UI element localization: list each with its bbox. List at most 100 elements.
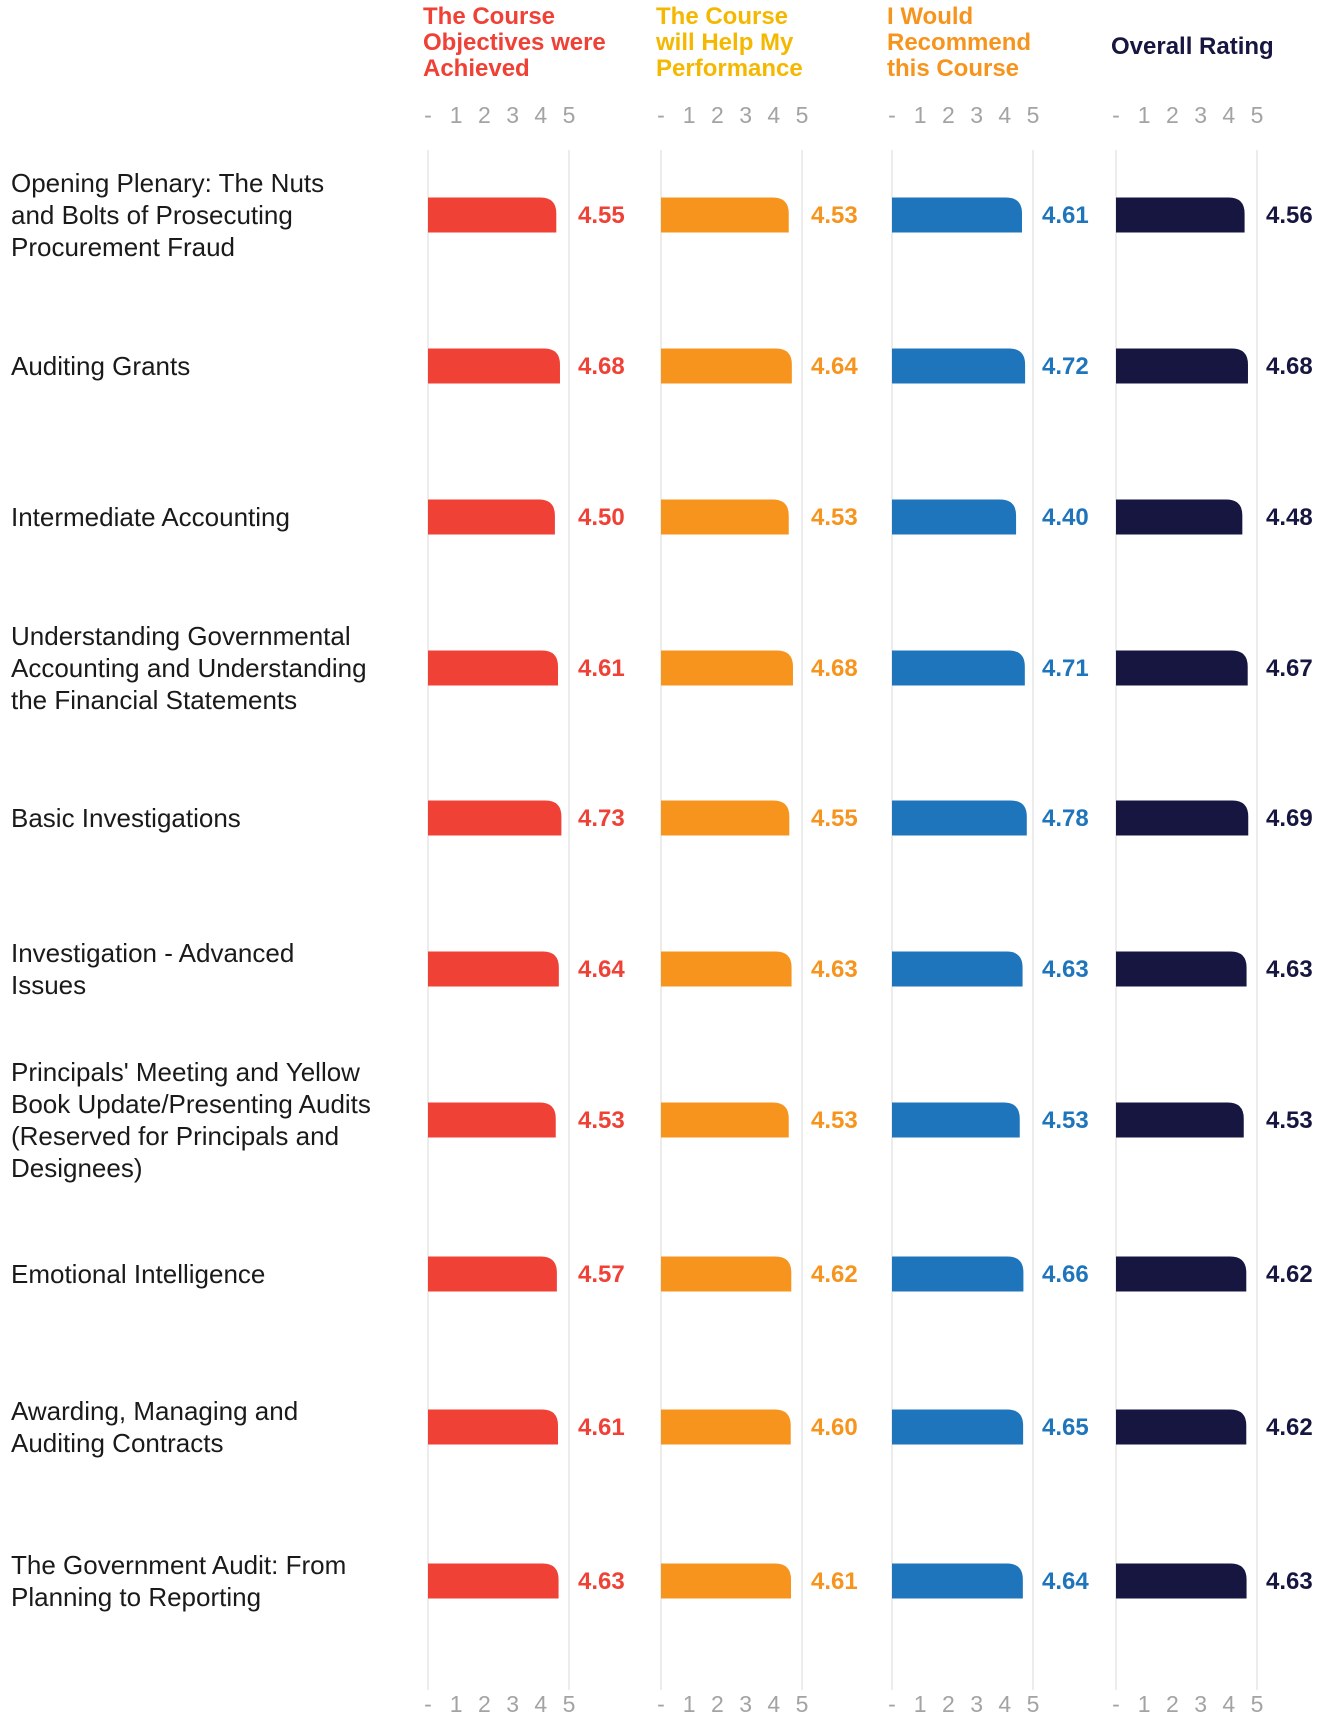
x-tick-label: 5 bbox=[796, 102, 809, 128]
x-tick-label: - bbox=[1112, 1691, 1120, 1714]
bar bbox=[661, 348, 792, 384]
bar bbox=[892, 800, 1027, 836]
bar bbox=[892, 1102, 1020, 1138]
series-header: The Course will Help My Performance bbox=[656, 4, 803, 82]
x-tick-label: - bbox=[657, 102, 665, 128]
data-label: 4.68 bbox=[1266, 353, 1313, 380]
data-label: 4.48 bbox=[1266, 504, 1313, 531]
x-tick-label: 1 bbox=[1138, 102, 1151, 128]
x-tick-label: 3 bbox=[970, 1691, 983, 1714]
bar bbox=[661, 951, 792, 987]
category-label-line: Principals' Meeting and Yellow bbox=[11, 1057, 360, 1087]
category-label: Auditing Grants bbox=[11, 350, 401, 382]
bar bbox=[661, 1409, 791, 1445]
data-label: 4.65 bbox=[1042, 1414, 1089, 1441]
x-tick-label: 2 bbox=[942, 1691, 955, 1714]
category-label-line: Designees) bbox=[11, 1153, 143, 1183]
category-label-line: the Financial Statements bbox=[11, 685, 298, 715]
data-label: 4.53 bbox=[811, 1107, 858, 1134]
x-tick-label: - bbox=[424, 102, 432, 128]
category-label: Understanding Governmental Accounting and… bbox=[11, 620, 401, 716]
category-label-line: (Reserved for Principals and bbox=[11, 1121, 340, 1151]
series-header-line: Overall Rating bbox=[1111, 33, 1274, 60]
x-tick-label: 1 bbox=[450, 102, 463, 128]
category-label-line: Issues bbox=[11, 970, 87, 1000]
x-tick-label: - bbox=[888, 1691, 896, 1714]
data-label: 4.72 bbox=[1042, 353, 1089, 380]
category-label: The Government Audit: From Planning to Re… bbox=[11, 1549, 401, 1613]
data-label: 4.53 bbox=[811, 504, 858, 531]
bar bbox=[661, 197, 789, 233]
x-tick-label: 3 bbox=[739, 1691, 752, 1714]
data-label: 4.61 bbox=[578, 1414, 625, 1441]
x-tick-label: 5 bbox=[563, 1691, 576, 1714]
x-tick-label: 4 bbox=[767, 1691, 780, 1714]
bar bbox=[892, 1409, 1024, 1445]
data-label: 4.63 bbox=[1266, 1568, 1313, 1595]
x-tick-label: 2 bbox=[711, 102, 724, 128]
series-header-line: The Course bbox=[656, 3, 789, 30]
data-label: 4.53 bbox=[811, 202, 858, 229]
x-tick-label: 4 bbox=[534, 102, 547, 128]
bar bbox=[1116, 650, 1248, 686]
bar bbox=[428, 1563, 559, 1599]
x-tick-label: 3 bbox=[1194, 102, 1207, 128]
x-tick-label: - bbox=[657, 1691, 665, 1714]
x-tick-label: - bbox=[888, 102, 896, 128]
data-label: 4.62 bbox=[1266, 1261, 1313, 1288]
data-label: 4.63 bbox=[811, 956, 858, 983]
x-tick-label: 5 bbox=[563, 102, 576, 128]
x-tick-label: 3 bbox=[506, 1691, 519, 1714]
x-tick-label: 3 bbox=[970, 102, 983, 128]
data-label: 4.64 bbox=[811, 353, 858, 380]
bar bbox=[1116, 348, 1248, 384]
data-label: 4.53 bbox=[1266, 1107, 1313, 1134]
data-label: 4.61 bbox=[811, 1568, 858, 1595]
data-label: 4.62 bbox=[1266, 1414, 1313, 1441]
bar bbox=[661, 650, 793, 686]
x-tick-label: 4 bbox=[998, 102, 1011, 128]
x-tick-label: 1 bbox=[450, 1691, 463, 1714]
data-label: 4.60 bbox=[811, 1414, 858, 1441]
bar bbox=[428, 1409, 559, 1445]
x-tick-label: 2 bbox=[711, 1691, 724, 1714]
bar bbox=[661, 1256, 792, 1292]
data-label: 4.64 bbox=[578, 956, 625, 983]
bar bbox=[892, 951, 1023, 987]
data-label: 4.57 bbox=[578, 1261, 625, 1288]
bar bbox=[428, 650, 559, 686]
bar bbox=[661, 800, 790, 836]
x-tick-label: 2 bbox=[1166, 1691, 1179, 1714]
x-tick-label: 5 bbox=[1251, 1691, 1264, 1714]
data-label: 4.55 bbox=[811, 805, 858, 832]
data-label: 4.56 bbox=[1266, 202, 1313, 229]
bar bbox=[892, 1256, 1024, 1292]
x-tick-label: 5 bbox=[1027, 1691, 1040, 1714]
series-header-line: I Would bbox=[887, 3, 974, 30]
category-label-line: Planning to Reporting bbox=[11, 1582, 262, 1612]
x-tick-label: 2 bbox=[478, 1691, 491, 1714]
bar bbox=[892, 348, 1026, 384]
data-label: 4.53 bbox=[578, 1107, 625, 1134]
category-label: Investigation - Advanced Issues bbox=[11, 937, 401, 1001]
x-tick-label: 2 bbox=[478, 102, 491, 128]
bar bbox=[428, 1102, 556, 1138]
x-tick-label: 3 bbox=[1194, 1691, 1207, 1714]
data-label: 4.69 bbox=[1266, 805, 1313, 832]
x-tick-label: 5 bbox=[796, 1691, 809, 1714]
x-tick-label: 5 bbox=[1251, 102, 1264, 128]
bar bbox=[1116, 1563, 1247, 1599]
series-header-line: this Course bbox=[887, 55, 1020, 82]
x-tick-label: 1 bbox=[1138, 1691, 1151, 1714]
series-header: Overall Rating bbox=[1111, 34, 1274, 60]
category-label-line: Basic Investigations bbox=[11, 803, 241, 833]
category-label: Principals' Meeting and Yellow Book Updat… bbox=[11, 1056, 401, 1184]
x-tick-label: 3 bbox=[739, 102, 752, 128]
series-header: The Course Objectives were Achieved bbox=[423, 4, 606, 82]
x-tick-label: 4 bbox=[998, 1691, 1011, 1714]
category-label-line: Understanding Governmental bbox=[11, 621, 351, 651]
x-tick-label: 1 bbox=[914, 1691, 927, 1714]
bar bbox=[1116, 1409, 1247, 1445]
bar bbox=[892, 650, 1025, 686]
